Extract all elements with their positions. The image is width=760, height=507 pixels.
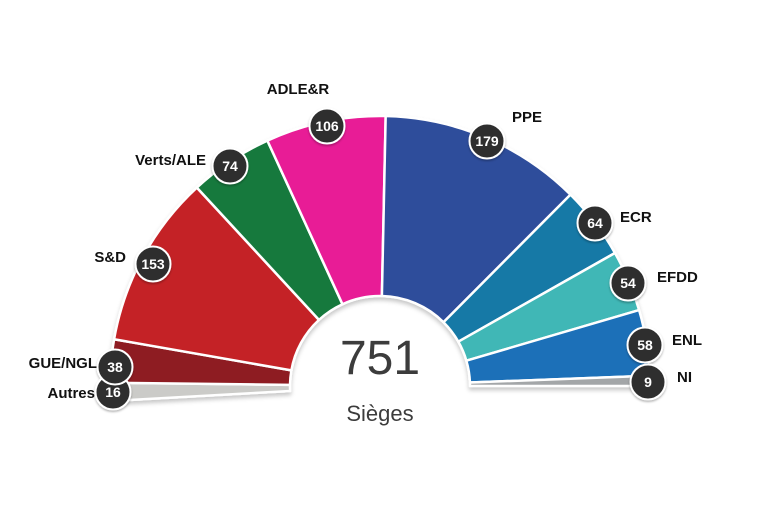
label-verts-ale: Verts/ALE: [135, 152, 206, 169]
label-ecr: ECR: [620, 209, 652, 226]
badge-circle-gue-ngl[interactable]: [96, 348, 134, 386]
badge-circle-verts-ale[interactable]: [211, 147, 249, 185]
wedges-group: [108, 114, 652, 403]
badge-value-autres: 16: [105, 384, 121, 400]
total-seats-value: 751: [340, 332, 420, 385]
badge-enl[interactable]: 58: [626, 326, 664, 364]
badge-ni[interactable]: 9: [629, 363, 667, 401]
badge-circle-enl[interactable]: [626, 326, 664, 364]
badge-circle-efdd[interactable]: [609, 264, 647, 302]
badge-value-ecr: 64: [587, 215, 603, 231]
label-ni: NI: [677, 369, 692, 386]
badge-value-ni: 9: [644, 374, 652, 390]
label-autres: Autres: [47, 385, 95, 402]
badge-value-enl: 58: [637, 337, 653, 353]
badge-adle-r[interactable]: 106: [308, 107, 346, 145]
total-seats-caption: Sièges: [346, 401, 413, 426]
badge-efdd[interactable]: 54: [609, 264, 647, 302]
badges-group: 16 38 153 74 106 179 64 54 58 9: [94, 107, 667, 411]
badge-value-s-d: 153: [141, 256, 165, 272]
badge-s-d[interactable]: 153: [134, 245, 172, 283]
slice-ppe[interactable]: [380, 114, 572, 324]
badge-value-gue-ngl: 38: [107, 359, 123, 375]
badge-ppe[interactable]: 179: [468, 122, 506, 160]
badge-circle-ecr[interactable]: [576, 204, 614, 242]
label-efdd: EFDD: [657, 269, 698, 286]
label-s-d: S&D: [94, 249, 126, 266]
badge-circle-s-d[interactable]: [134, 245, 172, 283]
label-enl: ENL: [672, 332, 702, 349]
slice-s-d[interactable]: [112, 186, 321, 372]
badge-gue-ngl[interactable]: 38: [96, 348, 134, 386]
badge-circle-ppe[interactable]: [468, 122, 506, 160]
badge-value-efdd: 54: [620, 275, 636, 291]
badge-verts-ale[interactable]: 74: [211, 147, 249, 185]
badge-ecr[interactable]: 64: [576, 204, 614, 242]
badge-value-adle-r: 106: [315, 118, 339, 134]
badge-value-verts-ale: 74: [222, 158, 238, 174]
label-gue-ngl: GUE/NGL: [29, 355, 97, 372]
label-adle-r: ADLE&R: [267, 81, 330, 98]
badge-circle-ni[interactable]: [629, 363, 667, 401]
labels-group: Autres GUE/NGL S&D Verts/ALE ADLE&R PPE ECR EFD…: [29, 81, 702, 402]
badge-value-ppe: 179: [475, 133, 499, 149]
badge-circle-adle-r[interactable]: [308, 107, 346, 145]
label-ppe: PPE: [512, 109, 542, 126]
